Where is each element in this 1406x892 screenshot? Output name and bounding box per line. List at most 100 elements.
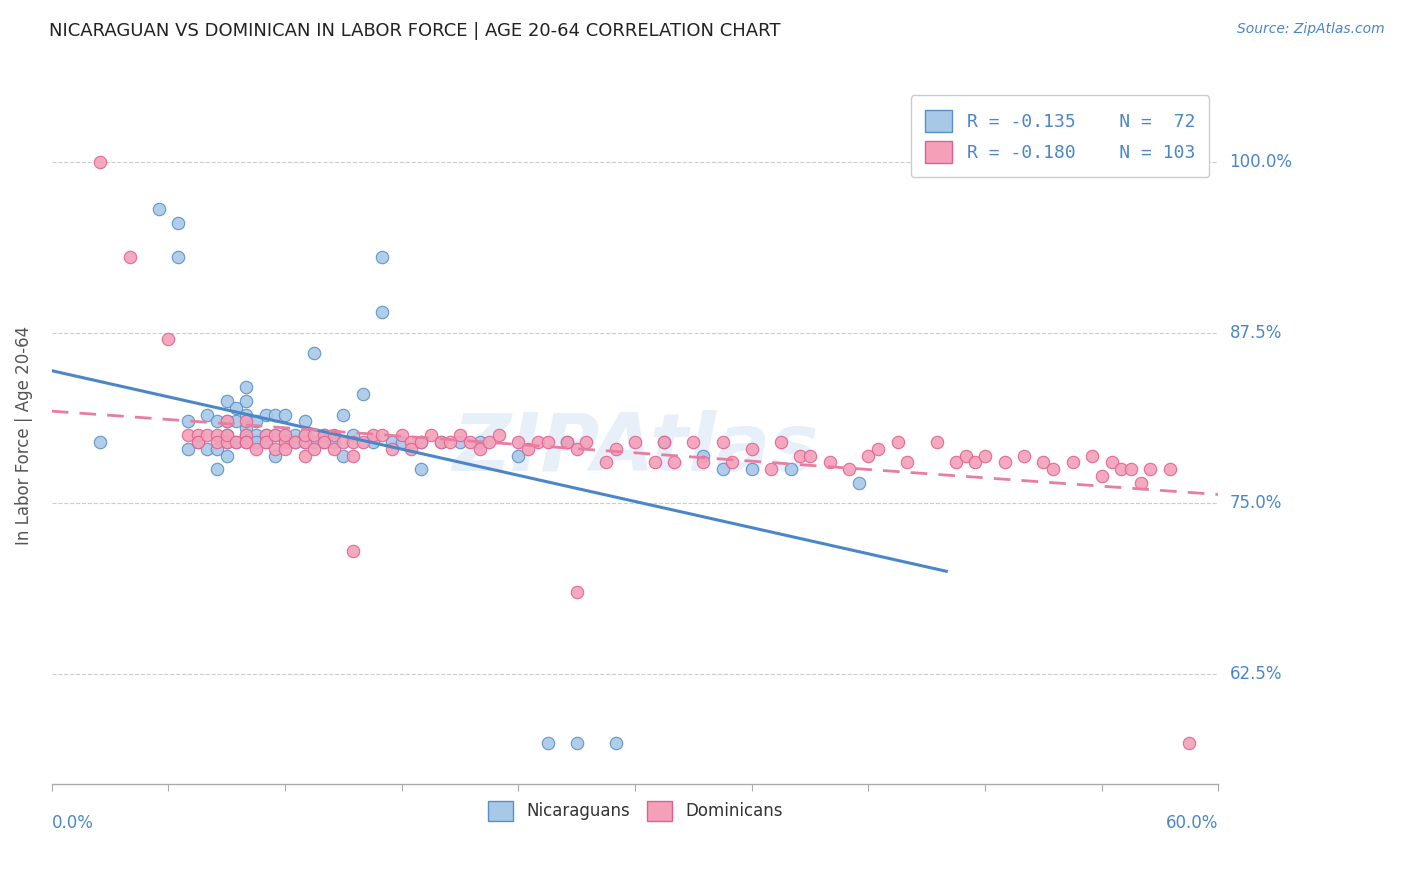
Point [789,449,811,463]
Point [527,434,550,449]
Point [167,216,190,230]
Point [294,449,316,463]
Point [187,428,209,442]
Point [458,434,481,449]
Point [312,434,335,449]
Point [741,442,763,456]
Point [925,434,948,449]
Point [225,401,247,415]
Point [1062,455,1084,469]
Text: 62.5%: 62.5% [1230,665,1282,683]
Point [254,408,277,422]
Point [195,428,218,442]
Point [536,434,558,449]
Point [401,434,423,449]
Point [312,428,335,442]
Point [264,408,287,422]
Point [235,434,257,449]
Point [245,442,267,456]
Text: ZIPAtlas: ZIPAtlas [451,410,818,488]
Point [312,428,335,442]
Point [264,428,287,442]
Point [838,462,860,476]
Point [644,455,666,469]
Text: 60.0%: 60.0% [1166,814,1219,832]
Point [886,434,908,449]
Point [1119,462,1142,476]
Point [157,332,180,346]
Point [304,434,326,449]
Point [342,449,364,463]
Point [215,449,238,463]
Point [1159,462,1181,476]
Point [332,449,354,463]
Point [662,455,685,469]
Point [555,434,578,449]
Point [284,434,307,449]
Point [799,449,821,463]
Point [449,434,471,449]
Point [429,434,451,449]
Legend: Nicaraguans, Dominicans: Nicaraguans, Dominicans [481,794,789,828]
Point [254,434,277,449]
Point [148,202,170,217]
Point [274,434,297,449]
Point [945,455,967,469]
Point [274,428,297,442]
Point [187,434,209,449]
Point [322,434,344,449]
Point [391,434,413,449]
Point [225,434,247,449]
Point [274,434,297,449]
Point [235,393,257,408]
Point [1101,455,1123,469]
Point [565,442,588,456]
Point [769,434,792,449]
Point [652,434,675,449]
Point [371,428,394,442]
Point [1129,475,1152,490]
Point [245,428,267,442]
Point [245,434,267,449]
Point [624,434,647,449]
Point [235,434,257,449]
Text: 87.5%: 87.5% [1230,324,1282,342]
Point [381,442,404,456]
Point [342,434,364,449]
Point [332,434,354,449]
Point [215,434,238,449]
Point [955,449,977,463]
Point [342,544,364,558]
Point [818,455,841,469]
Point [274,408,297,422]
Point [565,736,588,750]
Point [896,455,918,469]
Point [779,462,801,476]
Point [974,449,997,463]
Point [371,305,394,319]
Point [304,442,326,456]
Point [215,434,238,449]
Text: 75.0%: 75.0% [1230,494,1282,513]
Point [215,414,238,428]
Point [195,442,218,456]
Point [294,434,316,449]
Point [508,434,530,449]
Point [235,428,257,442]
Point [391,428,413,442]
Point [468,434,491,449]
Point [245,414,267,428]
Point [868,442,890,456]
Point [1178,736,1201,750]
Text: 0.0%: 0.0% [52,814,94,832]
Point [118,250,141,264]
Point [692,455,714,469]
Point [1012,449,1035,463]
Point [215,393,238,408]
Point [235,408,257,422]
Point [89,154,111,169]
Point [1091,469,1114,483]
Point [332,408,354,422]
Text: NICARAGUAN VS DOMINICAN IN LABOR FORCE | AGE 20-64 CORRELATION CHART: NICARAGUAN VS DOMINICAN IN LABOR FORCE |… [49,22,780,40]
Text: Source: ZipAtlas.com: Source: ZipAtlas.com [1237,22,1385,37]
